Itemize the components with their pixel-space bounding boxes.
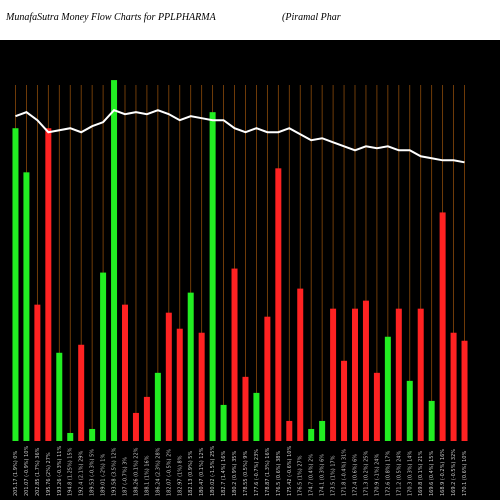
bar	[198, 332, 205, 441]
x-tick-label: 174.7 (0.4%) 2%	[309, 454, 315, 496]
bar	[406, 380, 413, 441]
x-tick-label: 180.02 (-1.5%) 25%	[210, 446, 216, 496]
x-tick-label: 176.5 (1%) 27%	[298, 455, 304, 496]
bar	[461, 340, 468, 441]
bar	[165, 312, 172, 441]
x-tick-label: 175.42 (-0.6%) 10%	[287, 446, 293, 496]
chart-title: MunafaSutra Money Flow Charts for PPLPHA…	[6, 12, 216, 23]
x-tick-label: 172.4 (0.6%) 6%	[353, 454, 359, 496]
bar	[176, 328, 183, 441]
x-tick-label: 182.13 (0.9%) 5%	[188, 451, 194, 496]
x-tick-label: 182.07 (-0.5%) 2%	[166, 449, 172, 496]
bar	[362, 300, 369, 441]
x-tick-label: 169.6 (0.4%) 15%	[429, 451, 435, 496]
x-tick-label: 201.07 (-0.9%) 10%	[24, 446, 30, 496]
bar	[428, 400, 435, 441]
bar	[253, 392, 260, 441]
x-tick-label: 180.47 (0.1%) 12%	[199, 447, 205, 496]
bar	[154, 372, 161, 441]
bar	[297, 288, 304, 441]
bar	[352, 308, 358, 441]
x-tick-label: 182.7 (1.4%) 16%	[221, 451, 227, 496]
bar	[12, 128, 19, 441]
x-tick-label: 188.26 (0.1%) 22%	[133, 447, 139, 496]
bar	[89, 428, 96, 441]
x-tick-label: 193.26 (-0.3%) 11%	[57, 446, 63, 496]
tick-labels: 205.17 (1.9%) 0% 201.07 (-0.9%) 10% 202.85…	[13, 446, 468, 496]
bar	[111, 80, 118, 441]
bar	[122, 304, 128, 441]
bar	[450, 332, 457, 441]
bar	[56, 352, 63, 441]
x-tick-label: 170.3 (0.3%) 14%	[407, 451, 413, 496]
x-tick-label: 195.76 (2%) 27%	[46, 452, 52, 496]
x-tick-label: 193.58 (3.5%) 12%	[112, 447, 118, 496]
x-tick-label: 189.01 (-2%) 1%	[101, 454, 107, 496]
x-tick-label: 205.17 (1.9%) 0%	[13, 451, 19, 496]
x-tick-label: 194.8 (1.25%) 15%	[68, 447, 74, 496]
x-tick-label: 180.2 (0.9%) 35%	[232, 451, 238, 496]
bar	[286, 420, 293, 441]
x-tick-label: 182.97 (1%) 8%	[177, 455, 183, 496]
x-tick-label: 174.1 (0.3%) 6%	[320, 454, 326, 496]
chart-header: MunafaSutra Money Flow Charts for PPLPHA…	[0, 0, 500, 40]
bar	[143, 396, 150, 441]
x-tick-label: 172.6 (0.8%) 17%	[385, 451, 391, 496]
x-tick-label: 170.1 (0.6%) 10%	[462, 451, 468, 496]
price-line	[15, 109, 465, 164]
bar	[220, 404, 227, 441]
x-tick-label: 169.8 (0.1%) 21%	[418, 451, 424, 496]
x-tick-label: 171.8 (-0.4%) 31%	[342, 449, 348, 496]
x-tick-label: 178.55 (0.5%) 9%	[243, 451, 249, 496]
bar	[132, 412, 139, 441]
bar	[264, 316, 271, 441]
bar	[330, 308, 337, 441]
bar	[209, 112, 216, 442]
bar	[45, 128, 52, 441]
x-tick-label: 170.9 (-1%) 24%	[374, 454, 380, 496]
bar	[308, 428, 315, 441]
x-tick-label: 188.1 (1%) 16%	[144, 455, 150, 496]
bar	[67, 432, 74, 441]
x-tick-label: 171.2 (0.5%) 24%	[396, 451, 402, 496]
bar	[34, 304, 41, 441]
bar	[341, 360, 348, 441]
x-tick-label: 189.53 (-0.3%) 5%	[90, 449, 96, 496]
price-line-layer	[15, 109, 465, 164]
bar	[373, 372, 380, 441]
bar	[78, 344, 85, 441]
chart-subtitle: (Piramal Phar	[282, 12, 341, 23]
bar-series	[12, 80, 468, 442]
x-tick-label: 176.5 (0.6%) 38%	[276, 451, 282, 496]
x-tick-label: 192.4 (2.1%) 29%	[79, 451, 85, 496]
bar	[187, 292, 194, 441]
bar	[395, 308, 402, 441]
x-tick-label: 171.3 (0.2%) 25%	[363, 451, 369, 496]
bar	[23, 172, 30, 441]
bar	[384, 336, 391, 441]
x-tick-label: 187 (-0.7%) 3%	[123, 457, 129, 496]
bar	[417, 308, 424, 441]
bar	[242, 376, 249, 441]
bar	[275, 168, 282, 441]
x-tick-label: 169.2 (-0.5%) 32%	[451, 449, 457, 496]
x-tick-label: 178.87 (1.3%) 16%	[265, 447, 271, 496]
bar	[439, 212, 446, 441]
x-tick-label: 177.6 (-0.7%) 23%	[254, 449, 260, 496]
bar	[100, 272, 107, 441]
bar	[231, 268, 238, 441]
x-tick-label: 186.24 (2.3%) 28%	[155, 447, 161, 496]
x-tick-label: 173.5 (1%) 17%	[331, 455, 337, 496]
x-tick-label: 168.9 (-0.2%) 16%	[440, 449, 446, 496]
x-tick-label: 202.85 (1.7%) 36%	[35, 447, 41, 496]
bar	[319, 420, 326, 441]
